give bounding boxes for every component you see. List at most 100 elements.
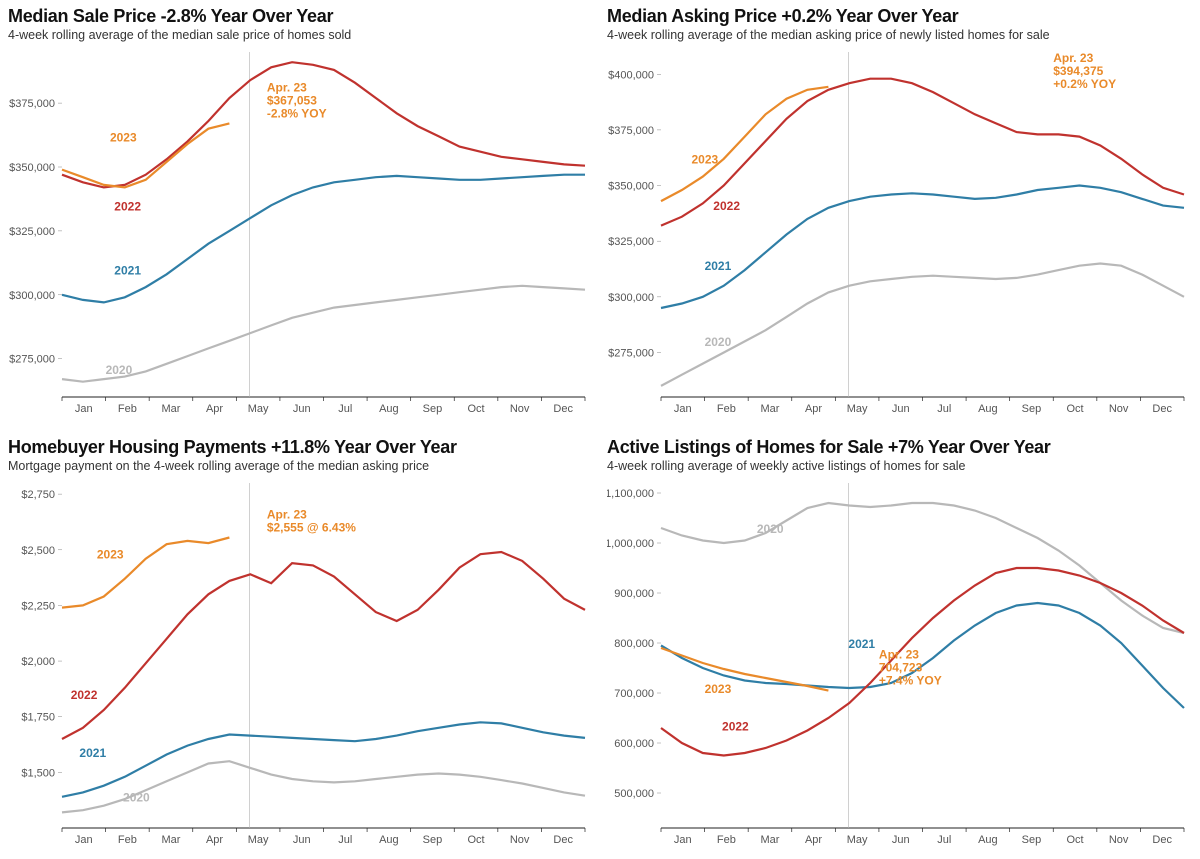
callout-line: $367,053 xyxy=(267,93,317,107)
panel-homebuyer-payments: Homebuyer Housing Payments +11.8% Year O… xyxy=(8,437,593,850)
chart-subtitle: 4-week rolling average of the median ask… xyxy=(607,28,1192,42)
series-label-2023: 2023 xyxy=(97,548,124,562)
series-2022 xyxy=(62,552,585,739)
svg-text:$325,000: $325,000 xyxy=(9,226,55,238)
svg-text:1,000,000: 1,000,000 xyxy=(607,538,654,550)
callout-line: Apr. 23 xyxy=(879,648,919,662)
svg-text:Jan: Jan xyxy=(75,834,93,846)
chart-title: Homebuyer Housing Payments +11.8% Year O… xyxy=(8,437,593,458)
series-label-2022: 2022 xyxy=(114,199,141,213)
series-label-2023: 2023 xyxy=(692,152,719,166)
chart-plot: $275,000$300,000$325,000$350,000$375,000… xyxy=(8,46,593,419)
series-2023 xyxy=(661,648,828,691)
svg-text:Nov: Nov xyxy=(510,834,530,846)
chart-title: Active Listings of Homes for Sale +7% Ye… xyxy=(607,437,1192,458)
svg-text:Jan: Jan xyxy=(75,403,93,415)
series-label-2022: 2022 xyxy=(71,688,98,702)
svg-text:Oct: Oct xyxy=(1066,403,1083,415)
callout-line: Apr. 23 xyxy=(267,80,307,94)
svg-text:Jul: Jul xyxy=(338,403,352,415)
callout-line: +0.2% YOY xyxy=(1053,77,1116,91)
callout-line: $394,375 xyxy=(1053,64,1103,78)
svg-text:Feb: Feb xyxy=(717,834,736,846)
svg-text:Dec: Dec xyxy=(1152,403,1172,415)
svg-text:Sep: Sep xyxy=(423,403,443,415)
svg-text:$375,000: $375,000 xyxy=(9,98,55,110)
svg-text:$300,000: $300,000 xyxy=(9,290,55,302)
svg-text:Mar: Mar xyxy=(161,834,180,846)
series-2023 xyxy=(62,123,229,187)
panel-active-listings: Active Listings of Homes for Sale +7% Ye… xyxy=(607,437,1192,850)
svg-text:Apr: Apr xyxy=(805,834,822,846)
svg-text:Feb: Feb xyxy=(118,403,137,415)
svg-text:Jul: Jul xyxy=(338,834,352,846)
callout-line: Apr. 23 xyxy=(1053,51,1093,65)
series-2022 xyxy=(62,62,585,187)
callout-line: $2,555 @ 6.43% xyxy=(267,521,356,535)
series-label-2021: 2021 xyxy=(114,263,141,277)
series-label-2020: 2020 xyxy=(757,522,784,536)
svg-text:Dec: Dec xyxy=(553,403,573,415)
svg-text:800,000: 800,000 xyxy=(614,638,654,650)
svg-text:Sep: Sep xyxy=(423,834,443,846)
chart-plot: $1,500 $1,750 $2,000 $2,250 $2,500 $2,750 Jan F… xyxy=(8,477,593,850)
series-2020 xyxy=(661,264,1184,386)
svg-text:Dec: Dec xyxy=(1152,834,1172,846)
series-label-2020: 2020 xyxy=(123,790,150,804)
svg-text:Apr: Apr xyxy=(206,403,223,415)
svg-text:Nov: Nov xyxy=(1109,403,1129,415)
svg-text:Oct: Oct xyxy=(1066,834,1083,846)
svg-text:$2,000: $2,000 xyxy=(21,656,55,668)
svg-text:$2,750: $2,750 xyxy=(21,489,55,501)
series-label-2022: 2022 xyxy=(722,720,749,734)
svg-text:$2,250: $2,250 xyxy=(21,600,55,612)
svg-text:Aug: Aug xyxy=(379,403,399,415)
svg-text:$350,000: $350,000 xyxy=(9,162,55,174)
chart-plot: $275,000$300,000$325,000$350,000$375,000… xyxy=(607,46,1192,419)
svg-text:Sep: Sep xyxy=(1022,834,1042,846)
series-label-2023: 2023 xyxy=(705,682,732,696)
series-label-2020: 2020 xyxy=(106,363,133,377)
svg-text:Oct: Oct xyxy=(467,403,484,415)
svg-text:Jun: Jun xyxy=(892,403,910,415)
callout-line: -2.8% YOY xyxy=(267,106,327,120)
svg-text:Mar: Mar xyxy=(760,834,779,846)
svg-text:Mar: Mar xyxy=(760,403,779,415)
series-2020 xyxy=(661,503,1184,633)
series-2021 xyxy=(661,603,1184,708)
svg-text:Nov: Nov xyxy=(1109,834,1129,846)
svg-text:$1,500: $1,500 xyxy=(21,767,55,779)
panel-median-asking-price: Median Asking Price +0.2% Year Over Year… xyxy=(607,6,1192,419)
svg-text:$1,750: $1,750 xyxy=(21,712,55,724)
svg-text:May: May xyxy=(847,834,868,846)
series-label-2021: 2021 xyxy=(79,746,106,760)
svg-text:Dec: Dec xyxy=(553,834,573,846)
svg-text:900,000: 900,000 xyxy=(614,588,654,600)
series-2020 xyxy=(62,286,585,382)
svg-text:May: May xyxy=(248,403,269,415)
svg-text:Sep: Sep xyxy=(1022,403,1042,415)
svg-text:Apr: Apr xyxy=(805,403,822,415)
svg-text:Aug: Aug xyxy=(978,403,998,415)
chart-title: Median Asking Price +0.2% Year Over Year xyxy=(607,6,1192,27)
svg-text:$300,000: $300,000 xyxy=(608,292,654,304)
svg-text:Feb: Feb xyxy=(717,403,736,415)
svg-text:$400,000: $400,000 xyxy=(608,69,654,81)
callout-line: +7.4% YOY xyxy=(879,674,942,688)
callout-line: 704,723 xyxy=(879,661,923,675)
svg-text:Feb: Feb xyxy=(118,834,137,846)
svg-text:May: May xyxy=(847,403,868,415)
series-label-2020: 2020 xyxy=(705,335,732,349)
svg-text:$2,500: $2,500 xyxy=(21,545,55,557)
svg-text:Jul: Jul xyxy=(937,834,951,846)
svg-text:700,000: 700,000 xyxy=(614,688,654,700)
svg-text:$375,000: $375,000 xyxy=(608,125,654,137)
series-2021 xyxy=(62,175,585,303)
svg-text:600,000: 600,000 xyxy=(614,738,654,750)
chart-plot: 500,000600,000700,000800,000900,0001,000… xyxy=(607,477,1192,850)
svg-text:1,100,000: 1,100,000 xyxy=(607,488,654,500)
svg-text:May: May xyxy=(248,834,269,846)
chart-title: Median Sale Price -2.8% Year Over Year xyxy=(8,6,593,27)
svg-text:Jul: Jul xyxy=(937,403,951,415)
svg-text:$350,000: $350,000 xyxy=(608,181,654,193)
